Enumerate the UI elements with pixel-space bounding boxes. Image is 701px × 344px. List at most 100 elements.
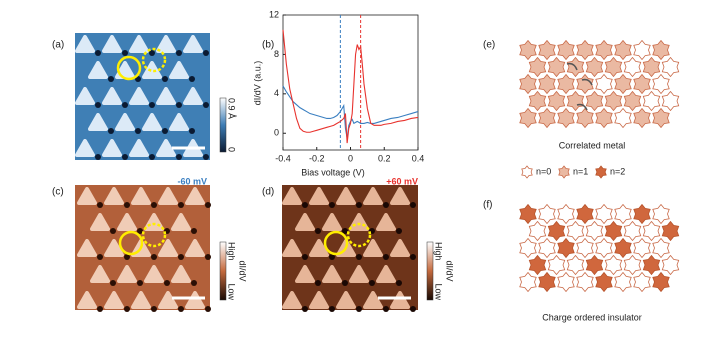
stm-blob — [102, 139, 122, 157]
stm-pit — [95, 154, 101, 160]
star-site — [661, 254, 680, 276]
star-site — [547, 220, 566, 242]
stm-blob — [309, 291, 329, 309]
star-site — [547, 56, 566, 78]
stm-blob — [336, 187, 356, 205]
star-site — [604, 254, 623, 276]
stm-blob — [75, 139, 95, 157]
stm-pit — [383, 202, 389, 208]
stm-pit — [95, 50, 101, 56]
stm-blob — [185, 239, 205, 257]
stm-pit — [122, 50, 128, 56]
panel-label: (a) — [52, 40, 64, 51]
legend-star — [558, 165, 570, 179]
stm-blob — [183, 35, 203, 53]
stm-blob — [185, 291, 205, 309]
stm-pit — [110, 228, 116, 234]
star-site — [623, 220, 642, 242]
stm-pit — [203, 102, 209, 108]
star-site — [614, 237, 632, 259]
colorbar-label: 0.9 Å — [227, 98, 237, 119]
star-site — [528, 220, 547, 242]
star-site — [538, 107, 556, 129]
stm-pit — [124, 306, 130, 312]
star-site — [557, 39, 575, 61]
stm-blob — [158, 187, 178, 205]
panel-label: (b) — [262, 40, 274, 51]
star-site — [652, 271, 670, 293]
stm-blob — [104, 187, 124, 205]
series-line — [282, 85, 419, 139]
stm-pit — [178, 306, 184, 312]
stm-blob — [104, 239, 124, 257]
plot-frame — [282, 14, 419, 151]
stm-blob — [376, 265, 396, 283]
panel-label: (e) — [483, 40, 495, 51]
star-site — [652, 203, 670, 225]
stm-pit — [97, 202, 103, 208]
stm-pit — [203, 50, 209, 56]
stm-pit — [151, 254, 157, 260]
stm-pit — [302, 254, 308, 260]
star-site — [633, 107, 651, 129]
stm-pit — [356, 306, 362, 312]
star-site — [595, 39, 613, 61]
star-site — [576, 107, 594, 129]
star-site — [642, 56, 661, 78]
colorbar-label: 0 — [227, 147, 237, 152]
stm-blob — [77, 291, 97, 309]
star-site — [585, 220, 604, 242]
star-site — [538, 73, 556, 95]
stm-blob — [295, 213, 315, 231]
star-site — [547, 254, 566, 276]
stm-pit — [137, 280, 143, 286]
stm-blob — [156, 87, 176, 105]
star-site — [614, 271, 632, 293]
star-site — [633, 39, 651, 61]
stm-pit — [176, 102, 182, 108]
star-site — [519, 107, 537, 129]
panel-label: (f) — [483, 200, 492, 211]
star-site — [557, 237, 575, 259]
star-site — [614, 107, 632, 129]
colorbar-label: High — [434, 242, 444, 261]
star-site — [623, 56, 642, 78]
stm-pit — [178, 202, 184, 208]
stm-pit — [205, 254, 211, 260]
colorbar-label: Low — [434, 283, 444, 300]
stm-blob — [282, 291, 302, 309]
star-site — [576, 73, 594, 95]
star-site — [519, 203, 537, 225]
highlight-circle — [323, 230, 349, 256]
star-site — [614, 203, 632, 225]
star-site — [633, 271, 651, 293]
star-site — [557, 107, 575, 129]
stm-pit — [342, 228, 348, 234]
star-site — [661, 56, 680, 78]
stm-blob — [117, 213, 137, 231]
highlight-circle — [116, 55, 142, 81]
star-site — [566, 254, 585, 276]
stm-pit — [191, 280, 197, 286]
colorbar — [426, 241, 434, 301]
stm-pit — [110, 280, 116, 286]
stm-pit — [315, 228, 321, 234]
star-site — [595, 73, 613, 95]
star-site — [557, 203, 575, 225]
stm-blob — [169, 113, 189, 131]
stm-blob — [129, 35, 149, 53]
star-site — [652, 237, 670, 259]
stm-pit — [162, 128, 168, 134]
hop-arrow — [576, 103, 588, 111]
star-site — [595, 107, 613, 129]
stm-pit — [410, 306, 416, 312]
stm-blob — [102, 35, 122, 53]
stm-blob — [75, 35, 95, 53]
highlight-circle — [141, 47, 167, 73]
stm-blob — [183, 87, 203, 105]
stm-pit — [162, 76, 168, 82]
stm-blob — [282, 187, 302, 205]
highlight-circle — [141, 222, 167, 248]
stm-blob — [295, 265, 315, 283]
